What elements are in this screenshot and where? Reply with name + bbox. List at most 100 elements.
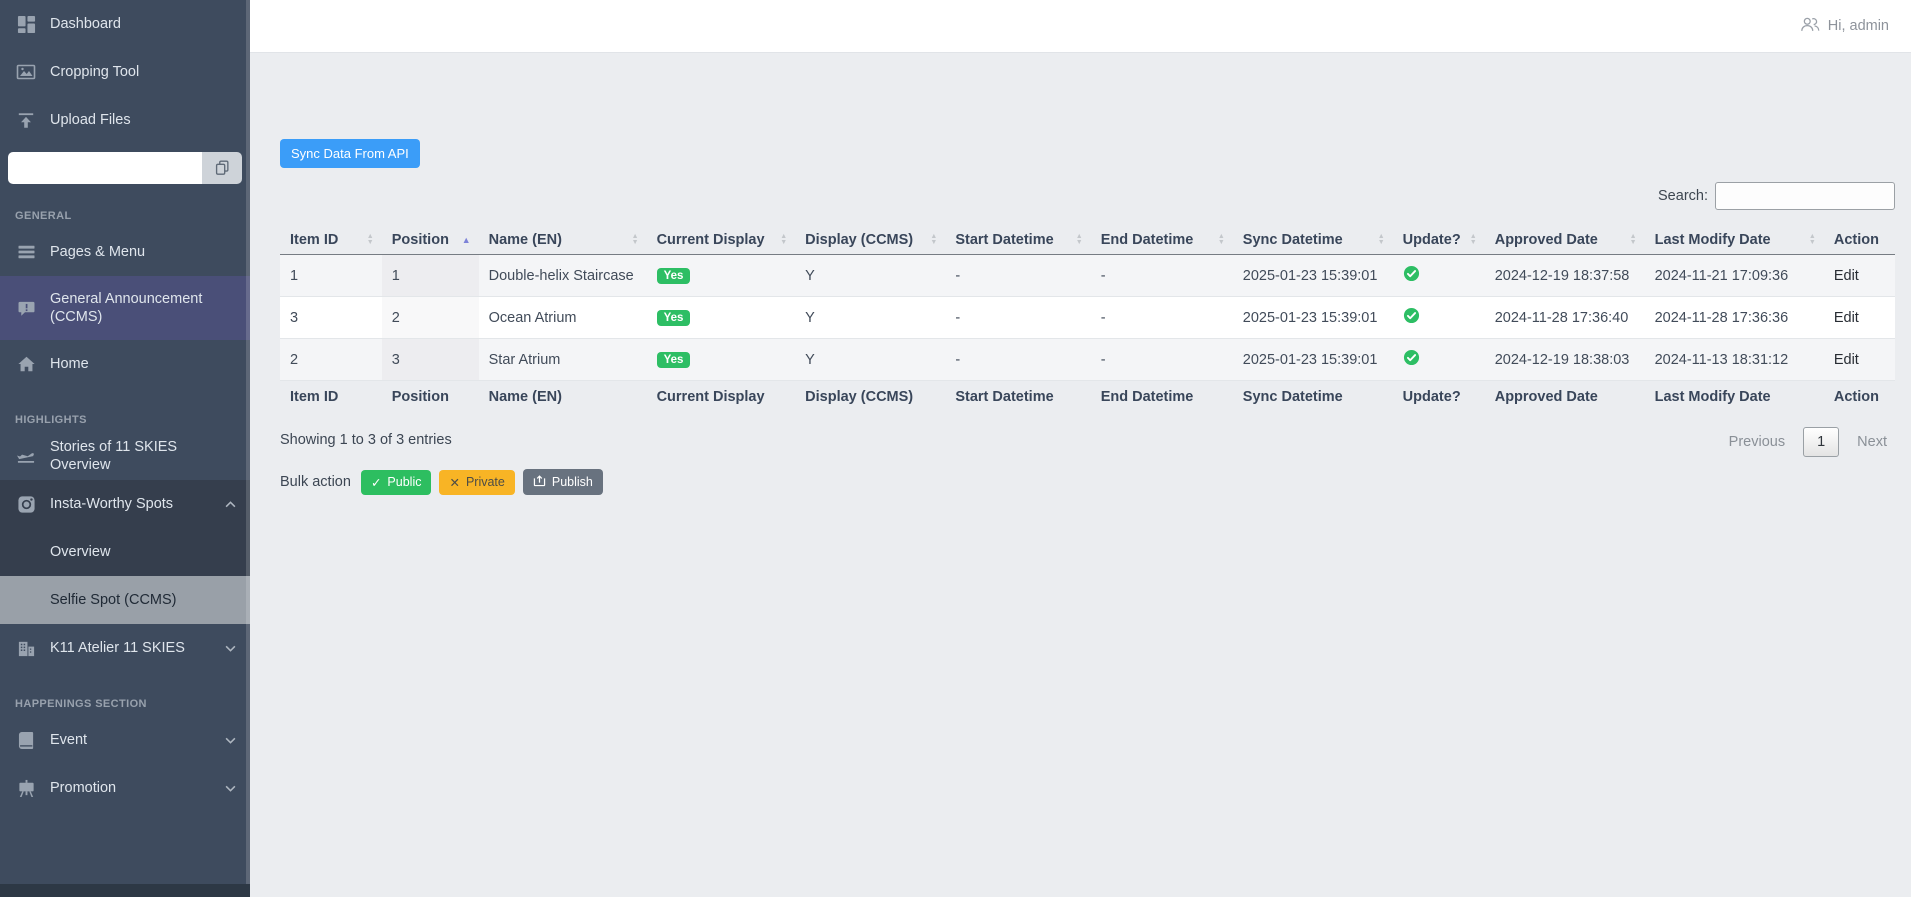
sidebar-search-button[interactable] — [202, 152, 242, 184]
table-footer-bar: Showing 1 to 3 of 3 entries Previous 1 N… — [280, 427, 1895, 457]
cell-last-modify-date: 2024-11-28 17:36:36 — [1644, 296, 1824, 339]
edit-link[interactable]: Edit — [1833, 351, 1859, 368]
sidebar-subitem-selfie-spot-ccms[interactable]: Selfie Spot (CCMS) — [0, 576, 250, 624]
sidebar-subitem-overview[interactable]: Overview — [0, 528, 250, 576]
sort-icons: ▲ ▼ — [1808, 233, 1816, 246]
col-header-position[interactable]: Position ▲ — [381, 226, 479, 255]
chevron-down-icon — [225, 640, 236, 656]
sidebar-item-general-announcement[interactable]: General Announcement (CCMS) — [0, 276, 250, 340]
instagram-icon — [15, 495, 37, 514]
sidebar-item-label: Upload Files — [50, 111, 131, 128]
cell-approved-date: 2024-12-19 18:38:03 — [1484, 338, 1645, 381]
check-circle-icon — [1403, 349, 1420, 370]
sort-asc-icon: ▲ — [461, 235, 471, 245]
footer-col-update: Update? — [1402, 389, 1461, 405]
sidebar: Dashboard Cropping Tool Upload Files GEN… — [0, 0, 250, 897]
col-header-action: Action — [1823, 226, 1895, 255]
sidebar-search-input[interactable] — [8, 152, 202, 184]
col-header-name-en[interactable]: Name (EN) ▲ ▼ — [478, 226, 647, 255]
cell-approved-date: 2024-11-28 17:36:40 — [1484, 296, 1645, 339]
table-search-label: Search: — [1658, 188, 1708, 204]
col-header-start-datetime[interactable]: Start Datetime ▲ ▼ — [945, 226, 1091, 255]
col-header-approved-date[interactable]: Approved Date ▲ ▼ — [1484, 226, 1645, 255]
col-header-display-ccms[interactable]: Display (CCMS) ▲ ▼ — [795, 226, 946, 255]
sync-data-button[interactable]: Sync Data From API — [280, 139, 420, 168]
sort-icons: ▲ ▼ — [1469, 233, 1477, 246]
sidebar-bottom-strip — [0, 884, 250, 897]
table-search-input[interactable] — [1715, 182, 1895, 210]
cell-update — [1392, 296, 1485, 339]
cell-current-display: Yes — [646, 254, 796, 297]
pagination-page-1[interactable]: 1 — [1803, 427, 1840, 457]
table-header-row: Item ID ▲ ▼ Position ▲ Name (EN) ▲ ▼ Current … — [280, 226, 1895, 255]
check-circle-icon — [1403, 265, 1420, 286]
col-header-item-id[interactable]: Item ID ▲ ▼ — [280, 226, 382, 255]
table-row: 3 2 Ocean Atrium Yes Y - - 2025-01-23 15… — [280, 296, 1895, 339]
cell-sync-datetime: 2025-01-23 15:39:01 — [1232, 338, 1393, 381]
footer-col-approved-date: Approved Date — [1494, 389, 1598, 405]
sort-icons: ▲ ▼ — [366, 233, 374, 246]
users-icon — [1800, 16, 1820, 37]
sidebar-item-insta-worthy-spots[interactable]: Insta-Worthy Spots — [0, 480, 250, 528]
footer-col-position: Position — [391, 389, 449, 405]
plane-departure-icon — [15, 447, 37, 465]
sidebar-item-label: Home — [50, 355, 89, 372]
sidebar-scrollbar[interactable] — [246, 0, 250, 897]
bulk-private-button[interactable]: ✕ Private — [439, 469, 515, 495]
sidebar-item-k11-atelier[interactable]: K11 Atelier 11 SKIES — [0, 624, 250, 672]
cell-action: Edit — [1823, 338, 1895, 381]
pagination-previous[interactable]: Previous — [1728, 434, 1786, 450]
sidebar-item-stories-overview[interactable]: Stories of 11 SKIES Overview — [0, 432, 250, 480]
col-header-update[interactable]: Update? ▲ ▼ — [1392, 226, 1485, 255]
sidebar-item-label: Dashboard — [50, 15, 121, 32]
sidebar-item-label: Insta-Worthy Spots — [50, 495, 174, 512]
home-icon — [15, 355, 37, 373]
footer-col-last-modify-date: Last Modify Date — [1654, 389, 1771, 405]
sidebar-item-home[interactable]: Home — [0, 340, 250, 388]
table-row: 2 3 Star Atrium Yes Y - - 2025-01-23 15:… — [280, 338, 1895, 381]
user-menu[interactable]: Hi, admin — [1800, 16, 1889, 37]
book-icon — [15, 731, 37, 750]
cell-last-modify-date: 2024-11-21 17:09:36 — [1644, 254, 1824, 297]
cell-display-ccms: Y — [795, 254, 946, 297]
cell-last-modify-date: 2024-11-13 18:31:12 — [1644, 338, 1824, 381]
col-header-sync-datetime[interactable]: Sync Datetime ▲ ▼ — [1232, 226, 1393, 255]
list-icon — [15, 244, 37, 260]
sidebar-item-event[interactable]: Event — [0, 716, 250, 764]
cell-item-id: 2 — [280, 338, 382, 381]
sidebar-item-label: General Announcement (CCMS) — [50, 290, 203, 325]
sidebar-item-pages-menu[interactable]: Pages & Menu — [0, 228, 250, 276]
cell-item-id: 1 — [280, 254, 382, 297]
topbar: Hi, admin — [250, 0, 1911, 53]
section-title-happenings: HAPPENINGS SECTION — [15, 698, 147, 710]
x-icon: ✕ — [449, 475, 460, 490]
footer-col-start-datetime: Start Datetime — [955, 389, 1054, 405]
cell-action: Edit — [1823, 254, 1895, 297]
sidebar-item-label: Stories of 11 SKIES Overview — [50, 438, 178, 473]
bulk-public-button[interactable]: ✓ Public — [360, 469, 432, 495]
entries-info: Showing 1 to 3 of 3 entries — [280, 432, 452, 448]
cell-position: 3 — [381, 338, 479, 381]
sidebar-item-cropping-tool[interactable]: Cropping Tool — [0, 48, 250, 96]
pagination: Previous 1 Next — [1721, 427, 1895, 457]
edit-link[interactable]: Edit — [1833, 267, 1859, 284]
cell-position: 2 — [381, 296, 479, 339]
sidebar-item-dashboard[interactable]: Dashboard — [0, 0, 250, 48]
cell-display-ccms: Y — [795, 338, 946, 381]
bulk-publish-button[interactable]: Publish — [522, 469, 603, 495]
check-icon: ✓ — [370, 475, 382, 490]
cell-sync-datetime: 2025-01-23 15:39:01 — [1232, 296, 1393, 339]
col-header-current-display[interactable]: Current Display ▲ ▼ — [646, 226, 796, 255]
sidebar-item-upload-files[interactable]: Upload Files — [0, 96, 250, 144]
sidebar-item-promotion[interactable]: Promotion — [0, 764, 250, 812]
edit-link[interactable]: Edit — [1833, 309, 1859, 326]
sidebar-item-label: Pages & Menu — [50, 243, 146, 260]
cell-item-id: 3 — [280, 296, 382, 339]
user-greeting: Hi, admin — [1827, 18, 1889, 34]
bulk-action-label: Bulk action — [280, 474, 351, 490]
col-header-end-datetime[interactable]: End Datetime ▲ ▼ — [1090, 226, 1233, 255]
sidebar-item-label: Cropping Tool — [50, 63, 140, 80]
col-header-last-modify-date[interactable]: Last Modify Date ▲ ▼ — [1644, 226, 1824, 255]
pagination-next[interactable]: Next — [1857, 434, 1887, 450]
